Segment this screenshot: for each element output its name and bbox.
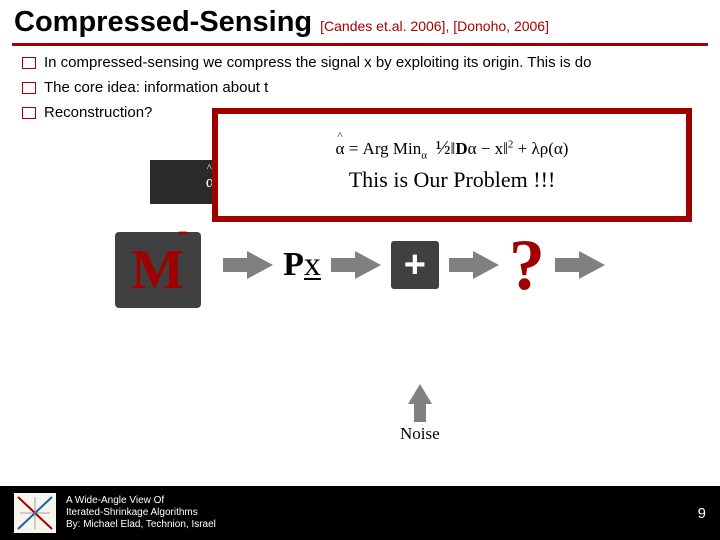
bullet-text: In compressed-sensing we compress the si…	[44, 54, 698, 73]
arrow-icon	[555, 251, 605, 279]
arrow-icon	[449, 251, 499, 279]
arrow-icon	[331, 251, 381, 279]
noise-input: Noise	[400, 384, 440, 444]
up-arrow-icon	[408, 384, 432, 422]
arrow-icon	[223, 251, 273, 279]
bullet-item: In compressed-sensing we compress the si…	[22, 54, 698, 73]
footer-caption: A Wide-Angle View Of Iterated-Shrinkage …	[66, 495, 216, 531]
callout-text: This is Our Problem !!!	[349, 167, 556, 193]
bullet-mark-icon	[22, 107, 36, 119]
bullet-text: The core idea: information about t	[44, 79, 698, 98]
noise-label: Noise	[400, 424, 440, 444]
question-mark: ?	[509, 224, 545, 307]
callout-formula: α^ = Arg Minα ½‖Dα − x‖2 + λρ(α)	[336, 137, 569, 161]
m-dash: -	[177, 212, 188, 250]
plus-block: +	[391, 241, 439, 289]
m-block: M -	[115, 220, 213, 310]
bullet-mark-icon	[22, 82, 36, 94]
bullet-mark-icon	[22, 57, 36, 69]
page-number: 9	[698, 505, 706, 522]
title-divider	[12, 43, 708, 46]
slide-footer: A Wide-Angle View Of Iterated-Shrinkage …	[0, 486, 720, 540]
bullet-item: The core idea: information about t	[22, 79, 698, 98]
signal-flow-diagram: M - P x + ?	[22, 220, 698, 310]
footer-logo-icon	[14, 493, 56, 533]
px-symbol: P x	[283, 246, 321, 284]
problem-callout: α^ = Arg Minα ½‖Dα − x‖2 + λρ(α) This is…	[212, 108, 692, 222]
m-symbol: M	[131, 238, 184, 302]
slide-refs: [Candes et.al. 2006], [Donoho, 2006]	[320, 18, 549, 34]
slide-title: Compressed-Sensing	[14, 6, 312, 39]
